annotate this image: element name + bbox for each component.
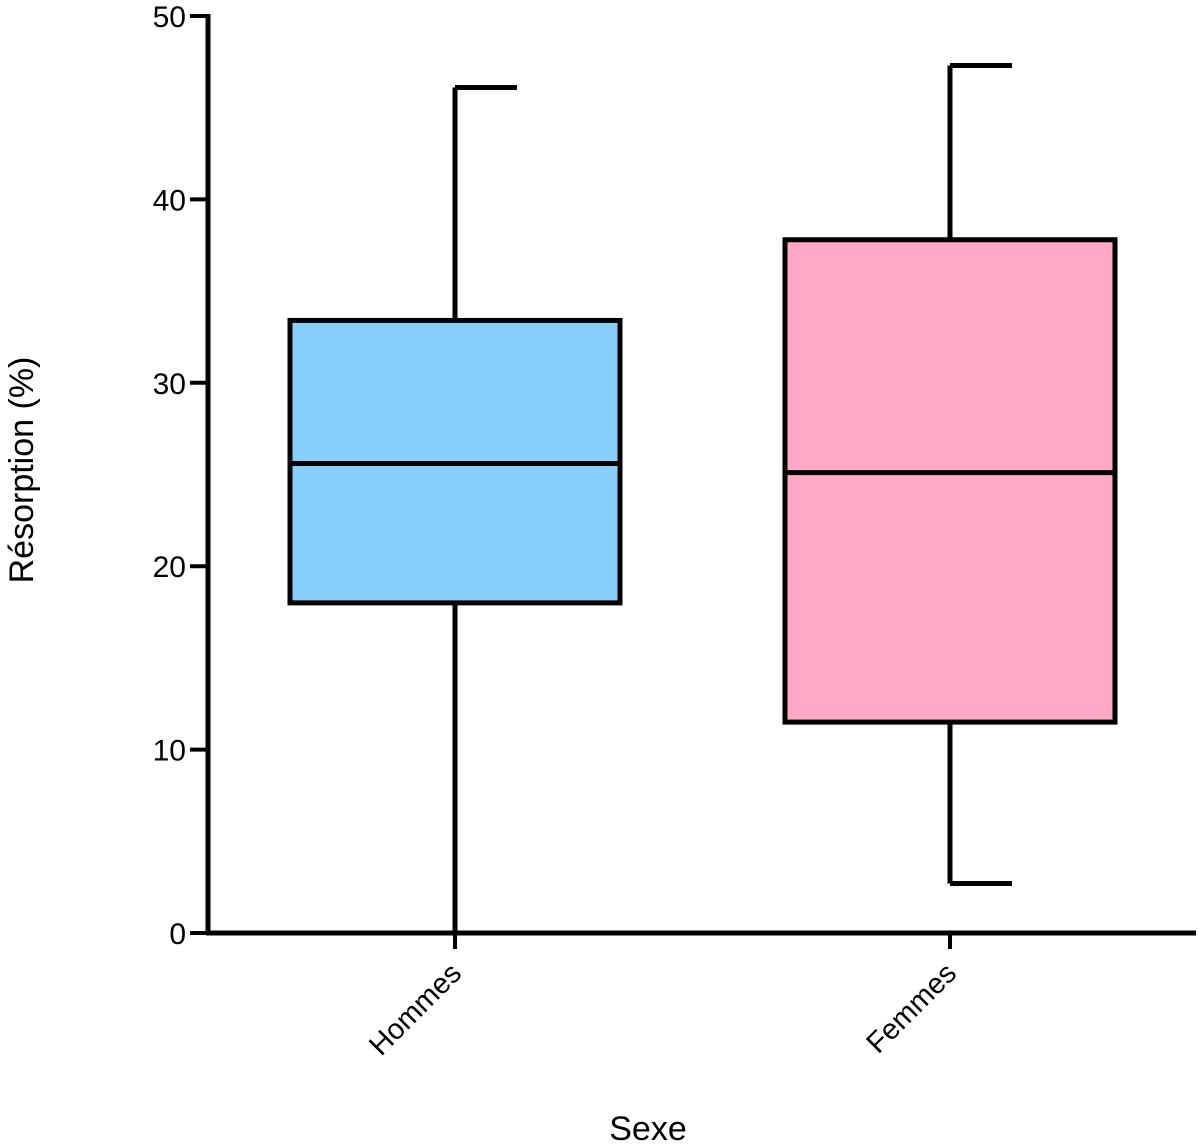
- y-axis-title: Résorption (%): [3, 357, 41, 584]
- x-axis-title: Sexe: [609, 1110, 687, 1145]
- y-tick-label-10: 10: [153, 735, 186, 768]
- x-tick-label-hommes: Hommes: [363, 957, 468, 1062]
- boxes-layer: [287, 63, 1118, 933]
- y-ticks: 0 10 20 30 40 50: [153, 1, 208, 951]
- y-tick-label-50: 50: [153, 1, 186, 34]
- x-ticks: Hommes Femmes: [363, 933, 963, 1062]
- box-femmes: [782, 63, 1118, 886]
- x-tick-label-femmes: Femmes: [861, 957, 963, 1059]
- y-tick-label-30: 30: [153, 368, 186, 401]
- y-tick-label-0: 0: [169, 918, 186, 951]
- y-tick-label-40: 40: [153, 184, 186, 217]
- y-tick-label-20: 20: [153, 551, 186, 584]
- box-hommes: [287, 85, 623, 933]
- iqr-box-femmes: [782, 237, 1118, 725]
